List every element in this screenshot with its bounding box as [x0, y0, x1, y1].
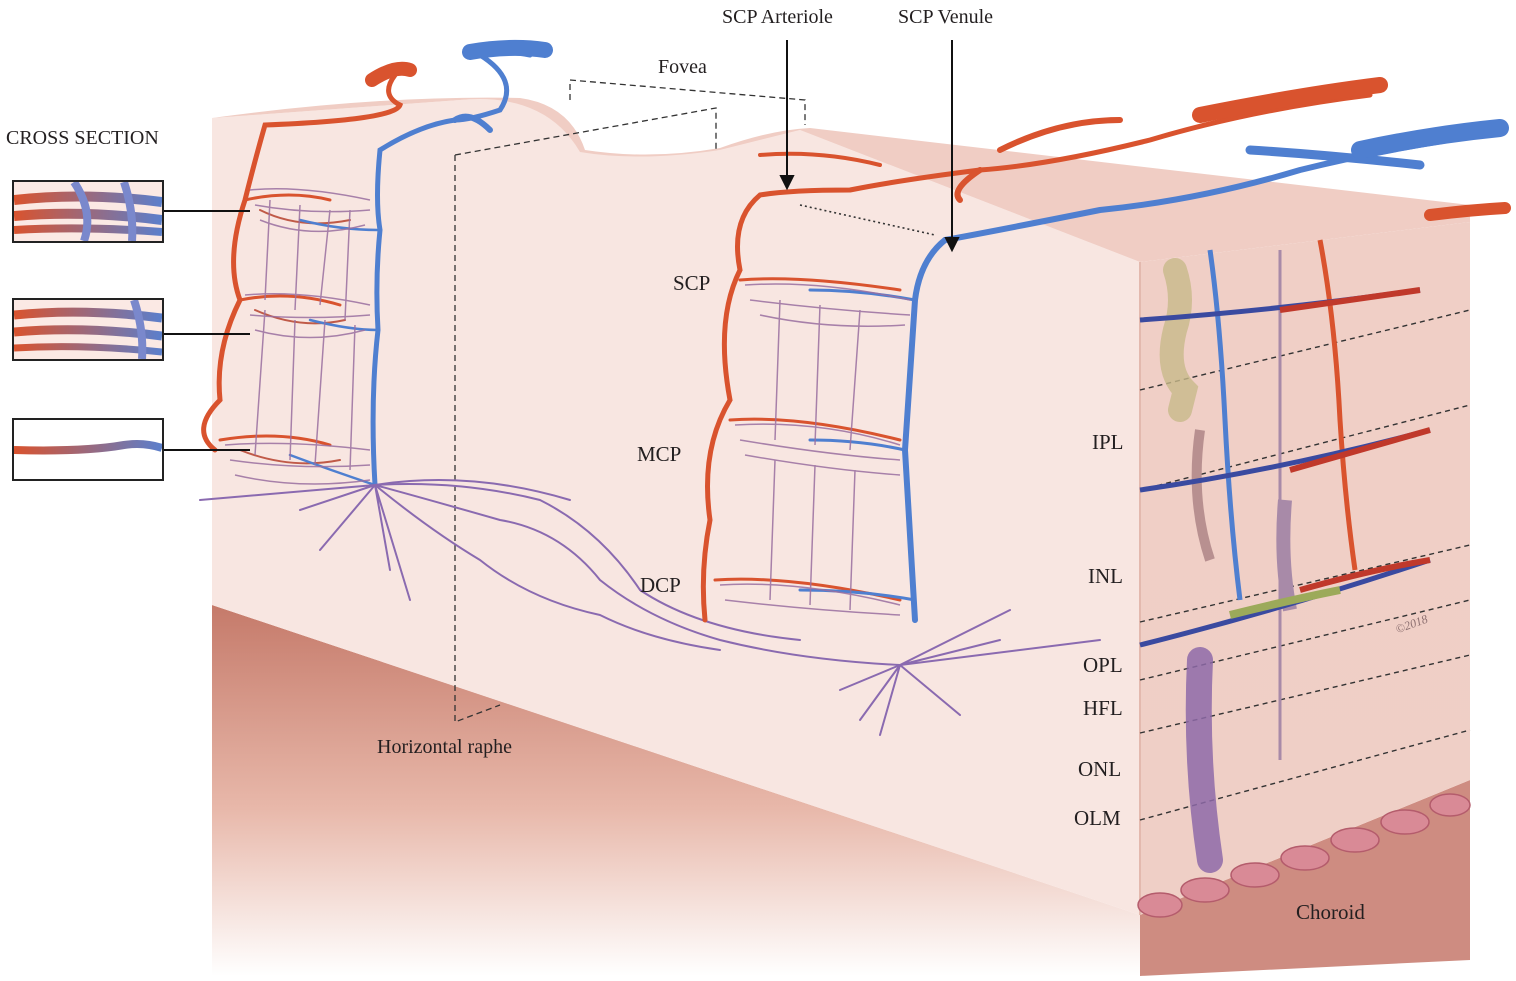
right-arteriole-tree — [700, 92, 1373, 623]
label-mcp: MCP — [637, 442, 682, 466]
label-hfl: HFL — [1083, 696, 1123, 720]
label-onl: ONL — [1078, 757, 1122, 781]
top-face — [212, 97, 1470, 263]
arteriole-venule-dotted — [799, 204, 936, 236]
cross-section-scp-drawing — [14, 182, 162, 241]
right-venule-stub — [1351, 119, 1509, 159]
right-arteriole-stub — [1192, 77, 1388, 123]
left-venule-stub — [462, 39, 553, 60]
label-inl: INL — [1088, 564, 1123, 588]
label-dcp: DCP — [640, 573, 681, 597]
right-face-cells — [1139, 239, 1431, 873]
label-scp-arteriole: SCP Arteriole — [722, 6, 833, 28]
label-choroid: Choroid — [1296, 900, 1365, 924]
lower-tissue-band — [212, 605, 1140, 976]
label-horizontal-raphe: Horizontal raphe — [377, 736, 512, 758]
label-scp: SCP — [673, 271, 711, 295]
label-scp-venule: SCP Venule — [898, 6, 994, 28]
fovea-bracket — [569, 79, 806, 125]
cross-section-inset-scp — [12, 180, 164, 243]
raphe-plane — [454, 107, 717, 723]
cross-section-mcp-drawing — [14, 300, 162, 359]
right-arteriole-stub-2 — [1424, 202, 1511, 221]
cross-section-inset-dcp — [12, 418, 164, 481]
label-olm: OLM — [1074, 806, 1121, 830]
cross-section-title: CROSS SECTION — [6, 127, 159, 149]
left-arteriole-tree — [201, 72, 404, 465]
pointer-arrows — [779, 40, 960, 253]
right-capillary-mesh — [719, 283, 911, 616]
front-face — [212, 98, 1140, 916]
cross-section-dcp-drawing — [14, 440, 162, 455]
left-venule-tree — [288, 50, 533, 488]
label-ipl: IPL — [1092, 430, 1124, 454]
left-capillary-mesh — [224, 188, 371, 485]
choroid-cells — [1137, 793, 1471, 918]
raphe-vessels — [199, 479, 1101, 736]
label-opl: OPL — [1083, 653, 1123, 677]
cross-section-inset-mcp — [12, 298, 164, 361]
left-arteriole-stub — [365, 61, 417, 87]
label-fovea: Fovea — [658, 56, 707, 78]
